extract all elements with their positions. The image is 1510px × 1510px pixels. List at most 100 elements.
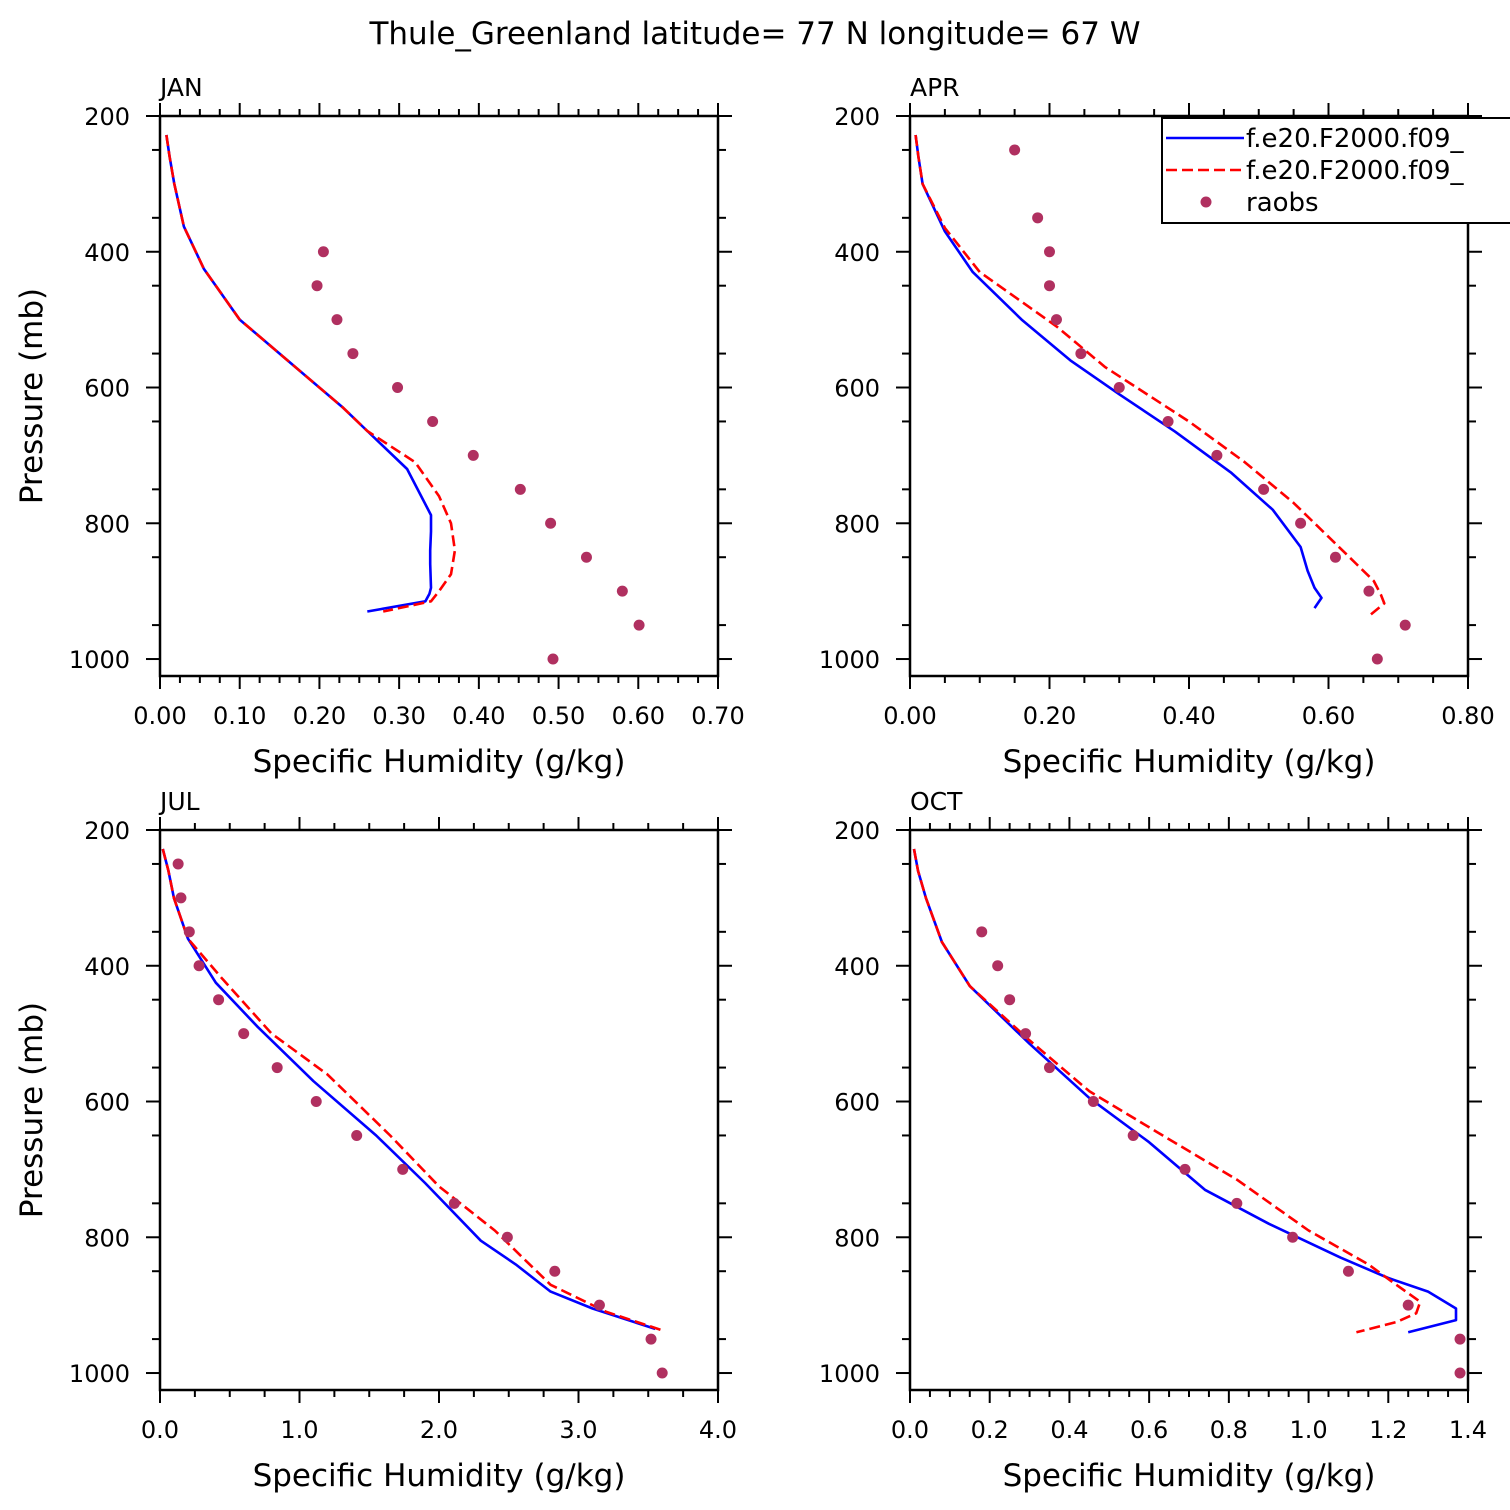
chart-jul-ytick-label: 400 [84, 953, 130, 981]
chart-title: Thule_Greenland latitude= 77 N longitude… [368, 16, 1140, 52]
chart-jan-xtick-label: 0.70 [691, 702, 744, 730]
chart-jan-raobs-point [317, 246, 329, 258]
chart-jul-xlabel: Specific Humidity (g/kg) [253, 1458, 626, 1494]
chart-jul-ytick-label: 600 [84, 1089, 130, 1117]
chart-apr-raobs-point [1371, 653, 1383, 665]
chart-jan: 0.00 0.10 0.20 0.30 0.40 0.50 0.60 0.70 200 400 60… [14, 73, 745, 780]
chart-jul-raobs-point [397, 1163, 409, 1175]
chart-apr-raobs-point [1032, 212, 1044, 224]
chart-jul-xtick-label: 2.0 [420, 1416, 458, 1444]
chart-oct-ytick-label: 600 [834, 1089, 880, 1117]
chart-oct-raobs-point [976, 926, 988, 938]
chart-apr-ytick-label: 1000 [819, 646, 880, 674]
chart-apr-xtick-label: 0.40 [1162, 702, 1215, 730]
chart-oct-raobs-point [1179, 1163, 1191, 1175]
chart-jul-raobs-point [183, 926, 195, 938]
legend-label: f.e20.F2000.f09_ [1246, 124, 1464, 154]
chart-jan-raobs-point [331, 314, 343, 326]
chart-apr-raobs-point [1009, 144, 1021, 156]
chart-jul-raobs-point [213, 994, 225, 1006]
chart-jul-ytick-label: 1000 [69, 1360, 130, 1388]
chart-oct-series-2-line [912, 848, 1422, 1334]
chart-jan-xtick-label: 0.20 [293, 702, 346, 730]
chart-apr-raobs-point [1044, 246, 1055, 258]
chart-jan-ytick-label: 800 [84, 510, 130, 538]
chart-jul-frame [158, 828, 720, 1392]
chart-apr-raobs-point [1258, 483, 1270, 495]
chart-jul-raobs-point [351, 1129, 363, 1141]
chart-jan-ytick-label: 1000 [69, 646, 130, 674]
chart-jan-xtick-label: 0.00 [133, 702, 186, 730]
chart-jan-xtick-label: 0.50 [532, 702, 585, 730]
chart-jan-raobs-point [547, 653, 559, 665]
chart-jul-raobs-point [593, 1299, 605, 1311]
chart-jan-ylabel: Pressure (mb) [14, 288, 50, 504]
chart-jan-raobs-point [633, 619, 645, 631]
chart-jan-xtick-label: 0.30 [372, 702, 425, 730]
chart-jul-raobs-point [501, 1231, 513, 1243]
chart-jan-frame [158, 114, 720, 678]
chart-apr-ytick-label: 800 [834, 510, 880, 538]
chart-oct-raobs-point [1231, 1197, 1243, 1209]
chart-oct-raobs-point [1127, 1129, 1139, 1141]
chart-jan-ytick-label: 600 [84, 375, 130, 403]
chart-jul-series-2-line [161, 848, 663, 1332]
chart-jul-ytick-label: 200 [84, 817, 130, 845]
chart-apr-raobs-point [1329, 551, 1341, 563]
chart-oct-xtick-label: 0.6 [1130, 1416, 1168, 1444]
chart-jul-raobs-point [310, 1096, 322, 1108]
chart-jan-series-2-line [165, 134, 457, 613]
chart-apr-raobs-point [1075, 348, 1087, 360]
chart-apr-panel-label: APR [910, 73, 960, 102]
chart-oct-raobs-point [1342, 1265, 1354, 1277]
chart-apr-ytick-label: 600 [834, 375, 880, 403]
chart-oct-xtick-label: 0.0 [891, 1416, 929, 1444]
chart-jan-raobs-point [392, 382, 404, 394]
chart-apr-ytick-label: 400 [834, 239, 880, 267]
chart-oct-xtick-label: 1.4 [1449, 1416, 1487, 1444]
legend-label: raobs [1246, 188, 1319, 218]
chart-oct-raobs-point [1004, 994, 1016, 1006]
chart-oct-xtick-label: 1.2 [1369, 1416, 1407, 1444]
chart-oct-raobs-point [1454, 1333, 1466, 1345]
chart-apr-xlabel: Specific Humidity (g/kg) [1003, 744, 1376, 780]
chart-oct-ytick-label: 1000 [819, 1360, 880, 1388]
chart-jan-xtick-label: 0.60 [612, 702, 665, 730]
chart-oct-frame [908, 828, 1470, 1392]
chart-jan-xlabel: Specific Humidity (g/kg) [253, 744, 626, 780]
chart-oct-raobs-point [1044, 1062, 1055, 1074]
chart-jul: 0.0 1.0 2.0 3.0 4.0 200 400 600 800 1000 JUL Specif… [14, 787, 737, 1494]
chart-jul-raobs-point [193, 960, 205, 972]
chart-jan-ytick-label: 200 [84, 103, 130, 131]
chart-apr-raobs-point [1211, 449, 1223, 461]
chart-apr-xtick-label: 0.00 [883, 702, 936, 730]
chart-oct-raobs-point [1287, 1231, 1299, 1243]
chart-oct-raobs-point [1454, 1367, 1466, 1379]
chart-jan-panel-label: JAN [158, 73, 203, 102]
chart-jul-ytick-label: 800 [84, 1224, 130, 1252]
chart-jul-raobs-point [448, 1197, 460, 1209]
chart-jan-raobs-point [427, 415, 439, 427]
chart-oct-ytick-label: 400 [834, 953, 880, 981]
chart-apr-raobs-point [1363, 585, 1375, 597]
chart-oct-xtick-label: 0.4 [1050, 1416, 1088, 1444]
chart-jul-raobs-point [175, 892, 187, 904]
chart-jul-raobs-point [271, 1062, 283, 1074]
chart-jan-raobs-point [514, 483, 526, 495]
chart-oct-xtick-label: 0.8 [1210, 1416, 1248, 1444]
chart-apr-xtick-label: 0.60 [1302, 702, 1355, 730]
chart-oct-series-1-line [912, 848, 1458, 1334]
chart-jan-raobs-point [347, 348, 359, 360]
chart-jan-series-1-line [165, 134, 433, 613]
chart-apr-series-2-line [914, 134, 1386, 616]
legend-marker-raobs [1200, 196, 1212, 208]
chart-oct-raobs-point [1020, 1028, 1032, 1040]
chart-jul-xtick-label: 3.0 [559, 1416, 597, 1444]
chart-oct: 0.0 0.2 0.4 0.6 0.8 1.0 1.2 1.4 200 400 600 800 1000… [819, 787, 1487, 1494]
chart-apr-series-1-line [914, 134, 1323, 609]
chart-oct-ytick-label: 800 [834, 1224, 880, 1252]
chart-jul-raobs-point [172, 858, 184, 870]
chart-jan-raobs-point [580, 551, 592, 563]
chart-jul-ylabel: Pressure (mb) [14, 1002, 50, 1218]
chart-oct-panel-label: OCT [910, 787, 963, 816]
